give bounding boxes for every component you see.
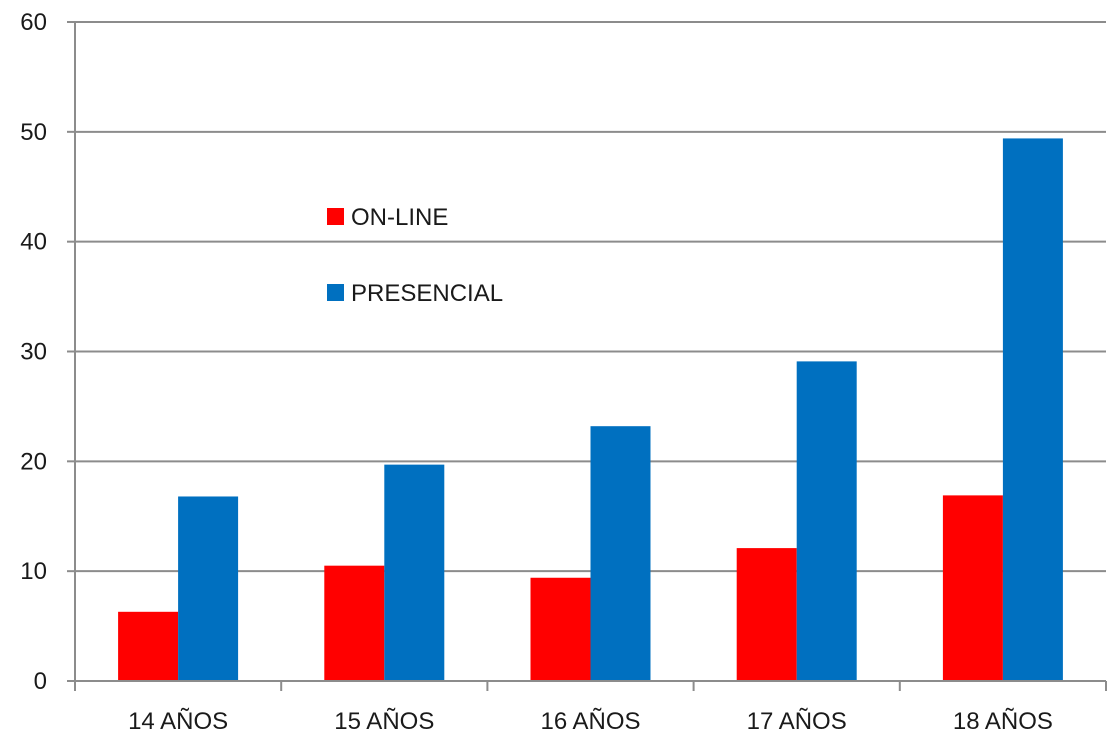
y-tick-label-60: 60 — [20, 9, 47, 36]
bar-presencial-4 — [796, 361, 857, 681]
y-tick-label-50: 50 — [20, 119, 47, 146]
y-tick-labels: 0 10 20 30 40 50 60 — [20, 9, 47, 695]
bars — [118, 138, 1063, 681]
x-tick-label-2: 15 AÑOS — [334, 708, 434, 735]
legend-swatch-online — [327, 208, 344, 225]
legend-label-online: ON-LINE — [351, 204, 448, 231]
y-tick-label-30: 30 — [20, 339, 47, 366]
bar-on-line-1 — [118, 611, 179, 681]
bar-on-line-5 — [942, 495, 1003, 681]
y-tick-label-20: 20 — [20, 448, 47, 475]
x-tick-labels: 14 AÑOS 15 AÑOS 16 AÑOS 17 AÑOS 18 AÑOS — [128, 708, 1053, 735]
y-tick-label-0: 0 — [34, 668, 47, 695]
bar-presencial-1 — [178, 496, 239, 681]
x-tick-label-3: 16 AÑOS — [540, 708, 640, 735]
legend-swatch-presencial — [327, 284, 344, 301]
x-tick-label-5: 18 AÑOS — [953, 708, 1053, 735]
x-tick-label-4: 17 AÑOS — [747, 708, 847, 735]
y-tick-label-10: 10 — [20, 558, 47, 585]
legend-label-presencial: PRESENCIAL — [351, 280, 503, 307]
bar-presencial-5 — [1002, 138, 1063, 681]
bar-presencial-3 — [590, 426, 651, 681]
bar-on-line-2 — [324, 565, 385, 681]
bar-presencial-2 — [384, 464, 445, 681]
y-tick-label-40: 40 — [20, 229, 47, 256]
bar-on-line-3 — [530, 577, 591, 681]
legend: ON-LINE PRESENCIAL — [327, 204, 503, 307]
bar-on-line-4 — [736, 548, 797, 681]
gridlines — [75, 21, 1106, 573]
x-tick-label-1: 14 AÑOS — [128, 708, 228, 735]
axes — [67, 21, 1107, 691]
